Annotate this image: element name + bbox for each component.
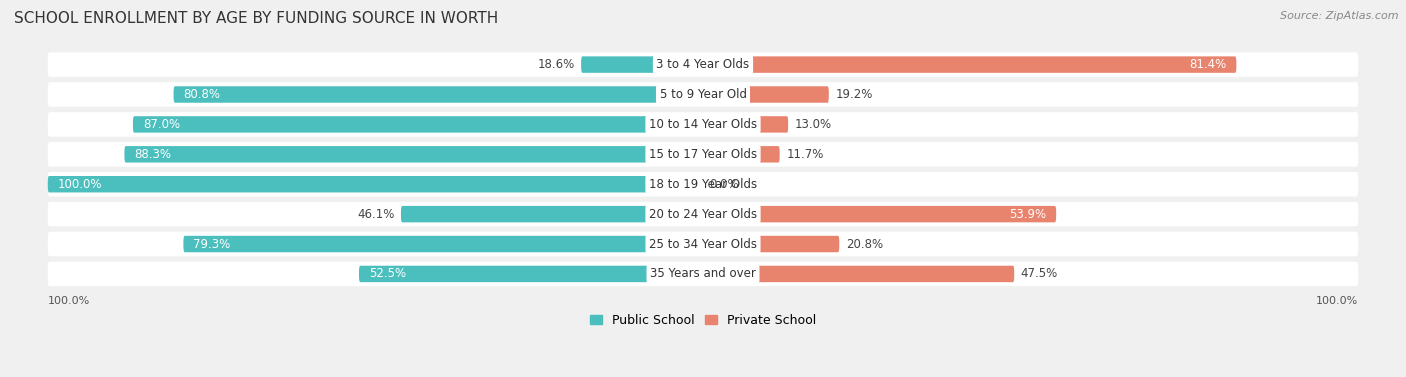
FancyBboxPatch shape	[359, 266, 703, 282]
Text: 88.3%: 88.3%	[134, 148, 172, 161]
Text: 0.0%: 0.0%	[710, 178, 740, 191]
Text: 18 to 19 Year Olds: 18 to 19 Year Olds	[650, 178, 756, 191]
FancyBboxPatch shape	[48, 52, 1358, 77]
Text: 11.7%: 11.7%	[786, 148, 824, 161]
FancyBboxPatch shape	[173, 86, 703, 103]
Text: 35 Years and over: 35 Years and over	[650, 267, 756, 280]
Text: 52.5%: 52.5%	[368, 267, 406, 280]
FancyBboxPatch shape	[48, 176, 703, 192]
Text: 53.9%: 53.9%	[1010, 208, 1046, 221]
FancyBboxPatch shape	[703, 146, 780, 162]
FancyBboxPatch shape	[48, 112, 1358, 137]
Text: 13.0%: 13.0%	[794, 118, 832, 131]
FancyBboxPatch shape	[48, 82, 1358, 107]
FancyBboxPatch shape	[48, 262, 1358, 286]
FancyBboxPatch shape	[703, 206, 1056, 222]
Text: 100.0%: 100.0%	[58, 178, 103, 191]
Text: 19.2%: 19.2%	[835, 88, 873, 101]
Text: 18.6%: 18.6%	[537, 58, 575, 71]
Text: 80.8%: 80.8%	[183, 88, 221, 101]
Text: 20 to 24 Year Olds: 20 to 24 Year Olds	[650, 208, 756, 221]
Text: 79.3%: 79.3%	[193, 238, 231, 251]
FancyBboxPatch shape	[48, 172, 1358, 196]
Text: 100.0%: 100.0%	[48, 296, 90, 307]
FancyBboxPatch shape	[124, 146, 703, 162]
FancyBboxPatch shape	[48, 202, 1358, 227]
Text: 15 to 17 Year Olds: 15 to 17 Year Olds	[650, 148, 756, 161]
Text: 20.8%: 20.8%	[846, 238, 883, 251]
Text: 10 to 14 Year Olds: 10 to 14 Year Olds	[650, 118, 756, 131]
FancyBboxPatch shape	[134, 116, 703, 133]
Text: 25 to 34 Year Olds: 25 to 34 Year Olds	[650, 238, 756, 251]
FancyBboxPatch shape	[703, 116, 789, 133]
Text: 5 to 9 Year Old: 5 to 9 Year Old	[659, 88, 747, 101]
Text: 100.0%: 100.0%	[1316, 296, 1358, 307]
Text: SCHOOL ENROLLMENT BY AGE BY FUNDING SOURCE IN WORTH: SCHOOL ENROLLMENT BY AGE BY FUNDING SOUR…	[14, 11, 498, 26]
FancyBboxPatch shape	[48, 142, 1358, 167]
Text: 81.4%: 81.4%	[1189, 58, 1226, 71]
FancyBboxPatch shape	[48, 232, 1358, 256]
FancyBboxPatch shape	[401, 206, 703, 222]
Text: 47.5%: 47.5%	[1021, 267, 1059, 280]
Text: 46.1%: 46.1%	[357, 208, 394, 221]
FancyBboxPatch shape	[581, 57, 703, 73]
FancyBboxPatch shape	[183, 236, 703, 252]
FancyBboxPatch shape	[703, 57, 1236, 73]
Text: 3 to 4 Year Olds: 3 to 4 Year Olds	[657, 58, 749, 71]
Legend: Public School, Private School: Public School, Private School	[585, 309, 821, 332]
Text: 87.0%: 87.0%	[143, 118, 180, 131]
Text: Source: ZipAtlas.com: Source: ZipAtlas.com	[1281, 11, 1399, 21]
FancyBboxPatch shape	[703, 236, 839, 252]
FancyBboxPatch shape	[703, 86, 828, 103]
FancyBboxPatch shape	[703, 266, 1014, 282]
